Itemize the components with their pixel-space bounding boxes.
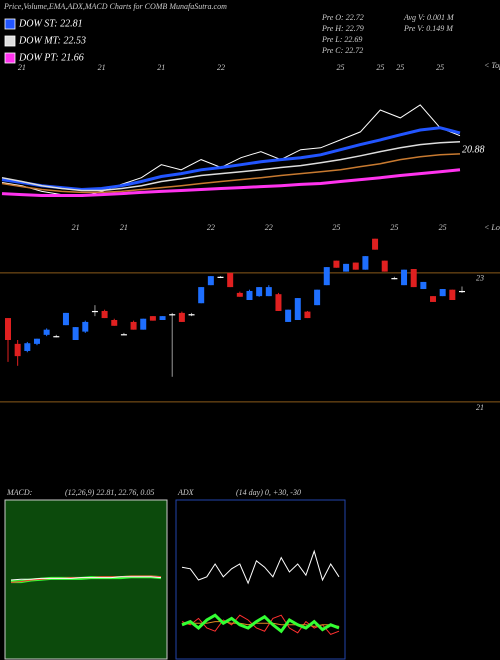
candle-body: [91, 310, 98, 313]
candle-body: [169, 314, 176, 316]
candle-body: [14, 343, 21, 357]
candle-body: [43, 329, 50, 335]
candle-body: [449, 289, 456, 300]
x-tick-label: 22: [207, 223, 215, 232]
legend-swatch: [4, 52, 16, 64]
candle-body: [430, 296, 437, 302]
x-tick-label: 22: [217, 63, 225, 72]
legend-label: DOW ST: 22.81: [18, 18, 83, 29]
candle-body: [111, 320, 118, 326]
candle-body: [314, 289, 321, 306]
stat-text: Pre H: 22.79: [321, 24, 364, 33]
stat-text: Pre C: 22.72: [321, 46, 363, 55]
candle-body: [372, 238, 379, 250]
candle-body: [101, 310, 108, 319]
stat-text: Pre L: 22.69: [321, 35, 362, 44]
y-tick-label: 23: [476, 274, 484, 283]
annotation: < Lows: [484, 223, 500, 232]
candle-body: [294, 298, 301, 320]
candle-body: [439, 289, 446, 297]
candle-body: [188, 314, 195, 316]
candle-body: [62, 312, 69, 326]
candle-body: [198, 287, 205, 304]
annotation: < Tops: [484, 61, 500, 70]
candle-body: [362, 256, 369, 270]
legend-swatch: [4, 18, 16, 30]
y-tick-label: 21: [476, 403, 484, 412]
candle-body: [53, 336, 60, 338]
candle-body: [352, 262, 359, 270]
candle-body: [72, 327, 79, 340]
price-line: [1, 153, 461, 194]
candle-body: [323, 267, 330, 286]
price-line: [1, 126, 461, 192]
candle-body: [381, 260, 388, 272]
candle-body: [333, 260, 340, 268]
x-tick-label: 25: [332, 223, 340, 232]
annotation: 20.88: [462, 144, 485, 155]
indicator-line: [181, 613, 340, 634]
candle-body: [285, 309, 292, 322]
candle-body: [410, 269, 417, 288]
candle-body: [343, 263, 350, 272]
candle-body: [304, 311, 311, 319]
candle-body: [24, 343, 31, 351]
x-tick-label: 21: [72, 223, 80, 232]
x-tick-label: 21: [98, 63, 106, 72]
indicator-line: [181, 621, 340, 627]
stat-text: Pre V: 0.149 M: [403, 24, 454, 33]
indicator-line: [181, 614, 340, 635]
x-tick-label: 25: [390, 223, 398, 232]
x-tick-label: 25: [436, 63, 444, 72]
x-tick-label: 21: [157, 63, 165, 72]
candle-body: [236, 292, 243, 297]
page-title: Price,Volume,EMA,ADX,MACD Charts for COM…: [3, 2, 227, 11]
candle-body: [217, 276, 224, 278]
x-tick-label: 21: [18, 63, 26, 72]
candle-body: [33, 338, 40, 344]
legend-swatch: [4, 35, 16, 47]
candle-body: [120, 334, 127, 336]
candle-body: [246, 290, 253, 300]
indicator-line: [181, 549, 340, 585]
x-tick-label: 21: [120, 223, 128, 232]
x-tick-label: 25: [337, 63, 345, 72]
candle-body: [140, 318, 147, 330]
candle-body: [459, 290, 465, 293]
candle-body: [420, 281, 427, 290]
candle-body: [227, 272, 234, 288]
candle-body: [82, 321, 89, 332]
x-tick-label: 25: [396, 63, 404, 72]
x-tick-label: 25: [376, 63, 384, 72]
x-tick-label: 22: [265, 223, 273, 232]
candle-body: [265, 287, 272, 297]
stat-text: Avg V: 0.001 M: [403, 13, 455, 22]
x-tick-label: 25: [439, 223, 447, 232]
candle-body: [130, 321, 137, 330]
price-line: [1, 168, 461, 197]
candle-body: [149, 316, 156, 321]
candle-body: [207, 276, 214, 286]
candle-body: [256, 287, 263, 297]
candle-body: [178, 312, 185, 322]
panel-title: ADX: [177, 488, 195, 497]
indicator-line: [10, 576, 162, 581]
stat-text: Pre O: 22.72: [321, 13, 364, 22]
candle-body: [391, 278, 398, 280]
legend-label: DOW PT: 21.66: [18, 52, 84, 63]
price-line: [1, 141, 461, 192]
candle-body: [159, 316, 166, 320]
panel-title: MACD:: [6, 488, 33, 497]
panel-subtitle: (14 day) 0, +30, -30: [236, 488, 301, 497]
legend-label: DOW MT: 22.53: [18, 35, 86, 46]
panel-frame: [175, 499, 346, 660]
candle-body: [275, 294, 282, 311]
candle-body: [401, 269, 408, 286]
panel-subtitle: (12,26,9) 22.81, 22.76, 0.05: [65, 488, 154, 497]
candle-body: [5, 318, 11, 340]
